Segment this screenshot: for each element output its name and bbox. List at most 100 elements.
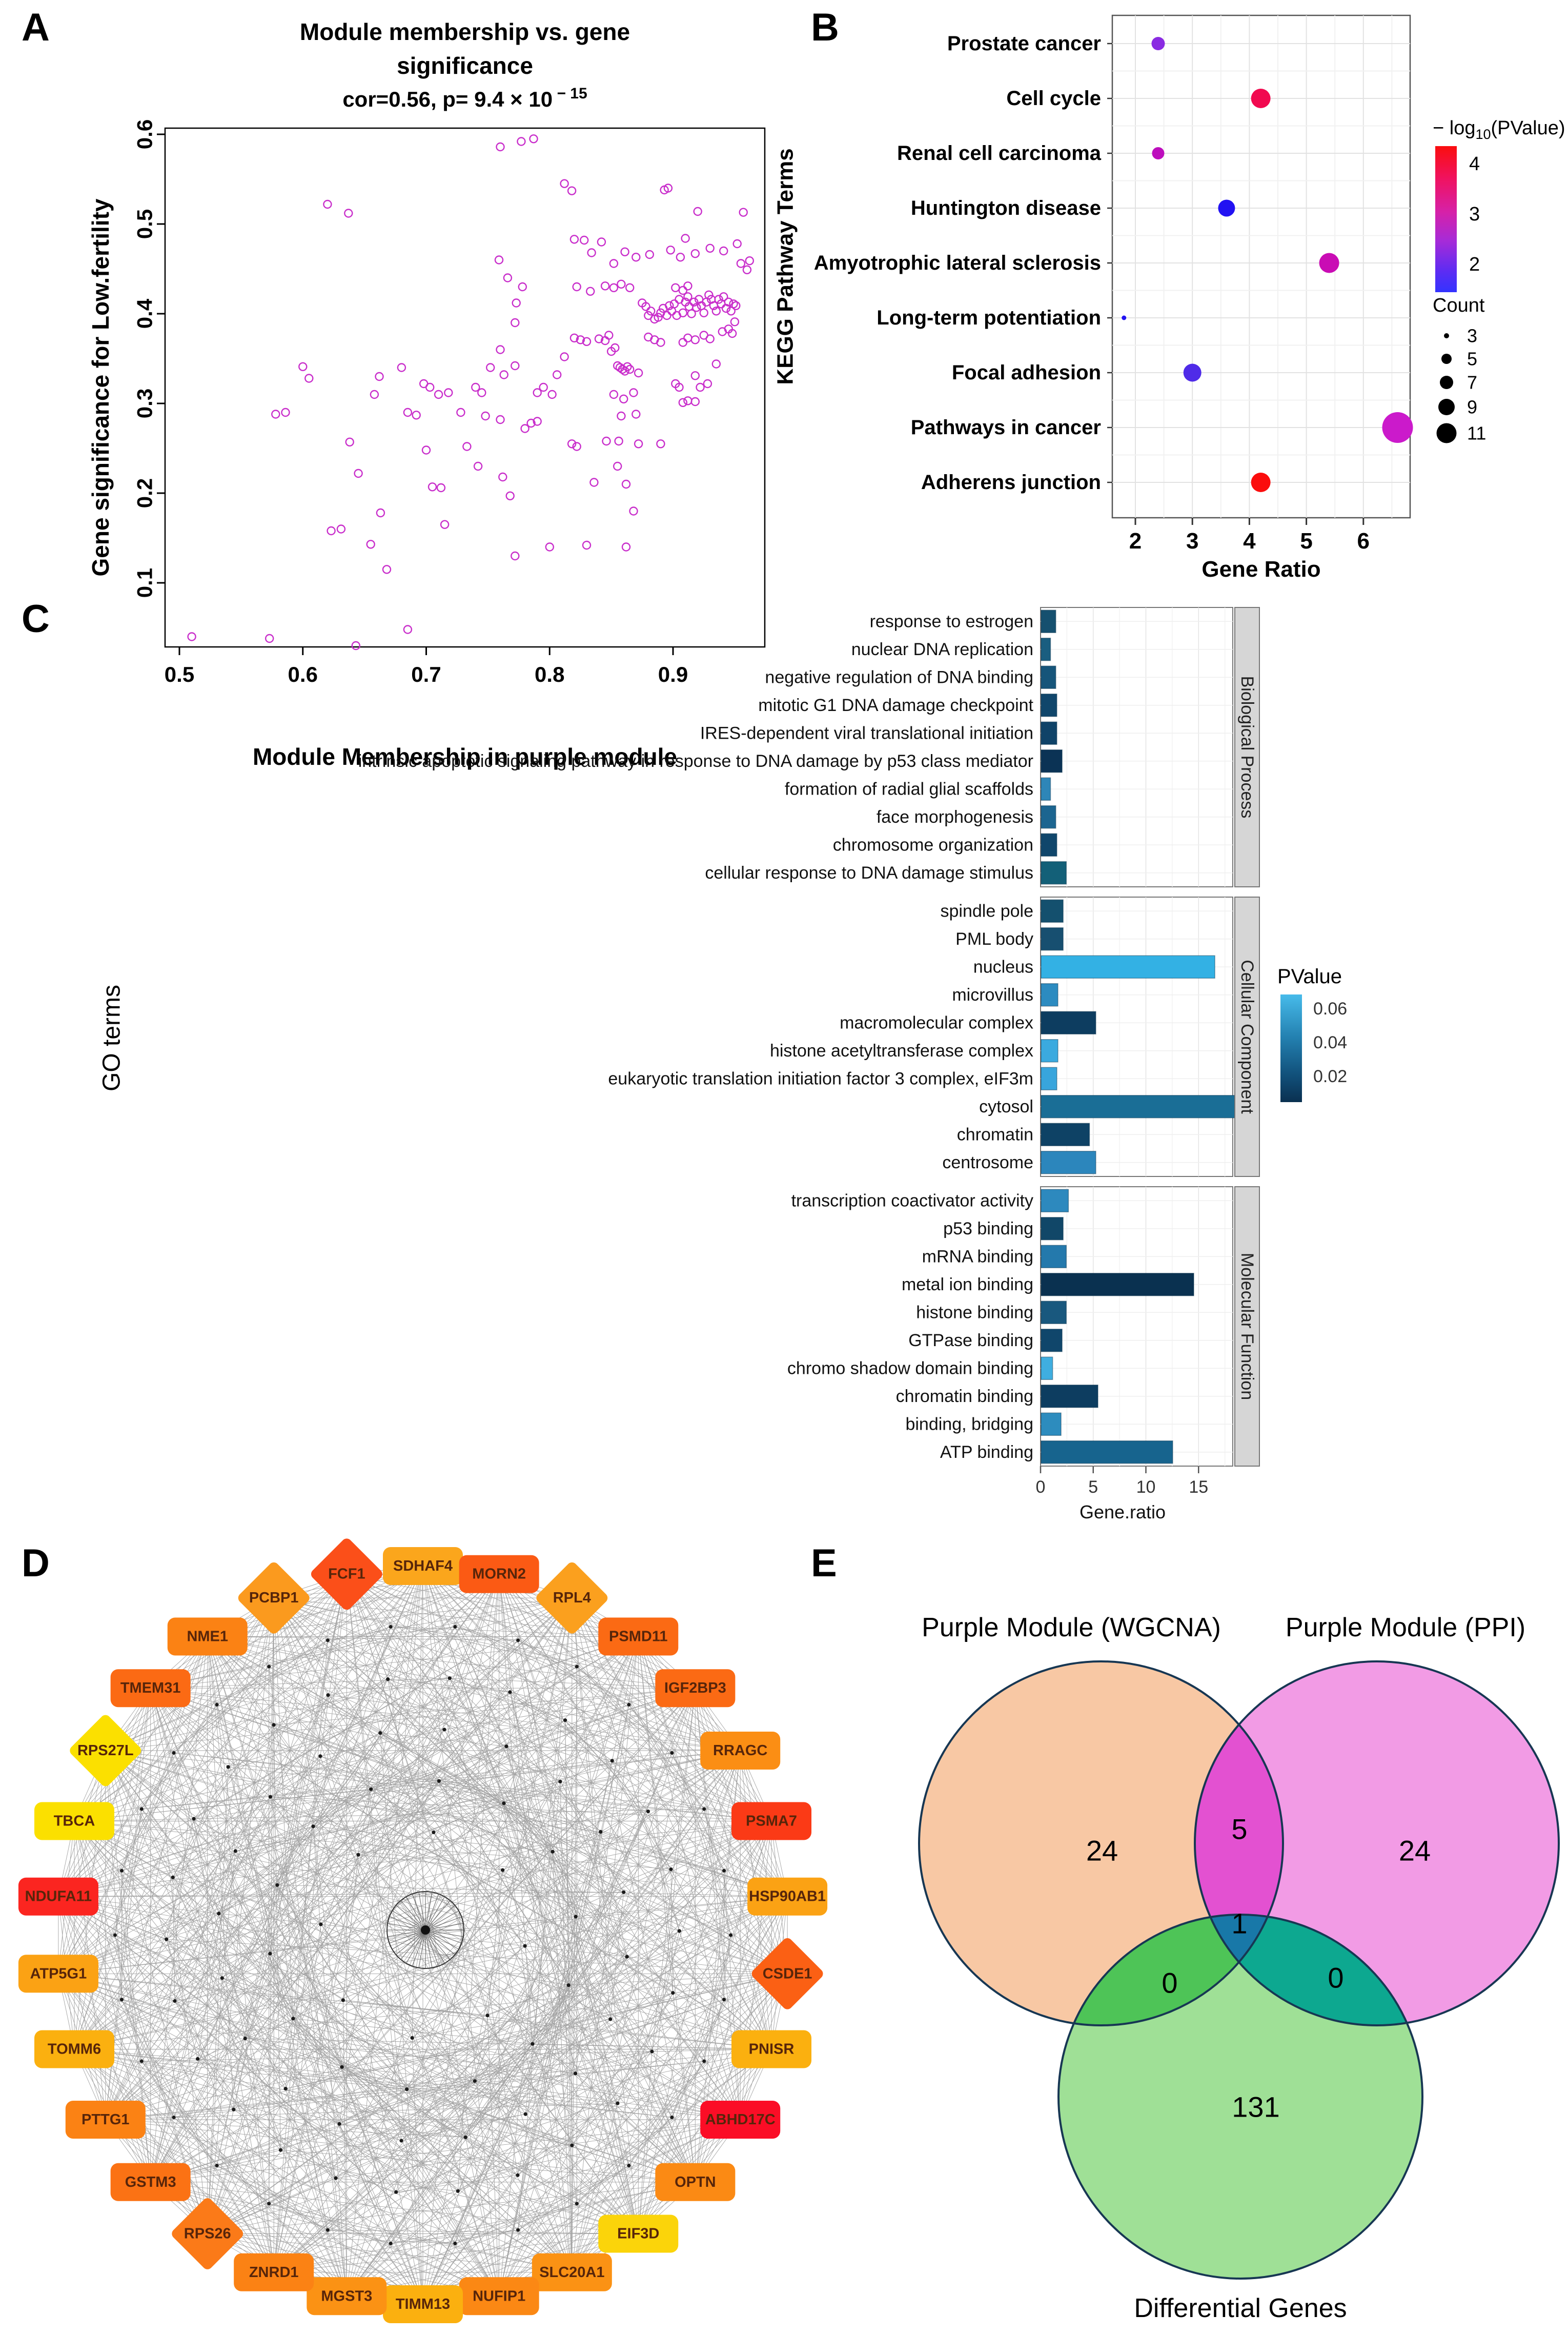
edge (74, 2049, 572, 2146)
scatter-point (600, 281, 610, 291)
edge (572, 1821, 772, 2272)
edge (450, 1678, 696, 1689)
edge (270, 1953, 342, 2067)
go-bar (1041, 899, 1064, 923)
edge (150, 2182, 347, 2297)
edge (74, 1566, 423, 2049)
pathway-dot (1218, 199, 1235, 217)
edge (141, 1753, 672, 1810)
gene-node-diamond (238, 1562, 310, 1634)
gene-node-label: ATP5G1 (30, 1965, 87, 1982)
edge (216, 1566, 423, 1705)
edge (121, 1999, 629, 2166)
edge (277, 1884, 788, 1897)
network-edges (58, 1566, 788, 2305)
inner-node (432, 1830, 436, 1835)
edge (572, 2051, 653, 2146)
go-bar (1041, 833, 1057, 857)
edge (58, 1973, 518, 2176)
edge (274, 1597, 772, 1821)
inner-node (523, 1944, 527, 1948)
scatter-point (344, 209, 353, 218)
chart-title-line1: Module membership vs. gene (300, 18, 630, 45)
edge (233, 2051, 652, 2110)
scatter-point (629, 388, 638, 397)
facet-strip-label: Molecular Function (1237, 1253, 1257, 1400)
inner-node (625, 1955, 629, 1959)
x-tick-label: 15 (1189, 1477, 1208, 1497)
edge (74, 1809, 704, 1821)
inner-node (516, 2173, 520, 2177)
panel-c-go-barchart: GO terms response to estrogen nuclear DNA … (98, 607, 1347, 1522)
scatter-point (683, 281, 693, 291)
edge (121, 1999, 741, 2120)
network-hub-starburst (386, 1891, 464, 1969)
scatter-point (645, 250, 655, 259)
edge (58, 1974, 151, 2182)
edge (173, 1574, 347, 1753)
hub-spoke (396, 1929, 426, 1955)
scatter-point (690, 335, 700, 344)
edge (105, 1692, 511, 2120)
edge (565, 1720, 573, 2146)
edge (273, 1789, 372, 2272)
edge (207, 1636, 772, 1821)
go-bar (1041, 1412, 1062, 1436)
edge (499, 1750, 741, 2297)
go-term-label: histone acetyltransferase complex (770, 1041, 1033, 1061)
edge (455, 1627, 673, 2118)
edge (150, 1688, 434, 1833)
scatter-point (545, 542, 555, 552)
inner-node (575, 2202, 579, 2206)
edge (270, 1796, 573, 2273)
hub-spoke (425, 1896, 445, 1931)
edge (270, 1733, 381, 1797)
edge (74, 1636, 639, 1821)
inner-node (267, 1664, 271, 1669)
inner-node (677, 1929, 681, 1933)
scatter-point (719, 292, 728, 301)
go-term-label: face morphogenesis (877, 807, 1033, 827)
edge (193, 1818, 741, 2120)
gene-node-square (65, 2101, 146, 2139)
scatter-point (376, 508, 385, 518)
venn-ac-clip (1058, 1915, 1283, 2025)
inner-node (599, 1830, 603, 1834)
scatter-point (397, 363, 406, 372)
edge (328, 1627, 455, 1641)
edge (336, 2178, 458, 2191)
edge (150, 1821, 772, 2183)
inner-node (437, 1779, 441, 1783)
edge (141, 1809, 456, 2244)
go-term-label: nucleus (973, 957, 1033, 977)
edge (422, 1566, 629, 2166)
go-term-label: IRES-dependent viral translational initi… (700, 723, 1033, 743)
chart-stat-line: cor=0.56, p= 9.4 × 10 − 15 (342, 85, 587, 111)
edge (273, 1973, 788, 2273)
x-tick-label: 3 (1186, 529, 1198, 554)
edge (150, 1574, 499, 1689)
edge (517, 1760, 613, 2176)
edge (216, 1704, 724, 1871)
edge (285, 1756, 321, 2089)
scatter-point (625, 283, 635, 292)
go-bar (1041, 805, 1056, 829)
edge (406, 1916, 576, 2090)
edge (141, 1597, 274, 1810)
scatter-point (609, 259, 619, 268)
scatter-point (617, 411, 626, 421)
edge (58, 1896, 458, 2191)
edge (422, 1566, 772, 2049)
gene-node-square (459, 2277, 539, 2315)
venn-circle-dg-outline (1057, 1914, 1423, 2280)
pathway-label: Huntington disease (911, 197, 1101, 219)
inner-node (139, 2059, 144, 2063)
edge (74, 1636, 208, 1821)
hub-spoke (425, 1892, 433, 1931)
edge (390, 1627, 705, 2062)
edge (320, 1832, 434, 1925)
edge (105, 1750, 573, 2273)
edge (293, 2018, 407, 2090)
pathway-label: Prostate cancer (947, 32, 1101, 55)
inner-node (650, 2049, 654, 2054)
